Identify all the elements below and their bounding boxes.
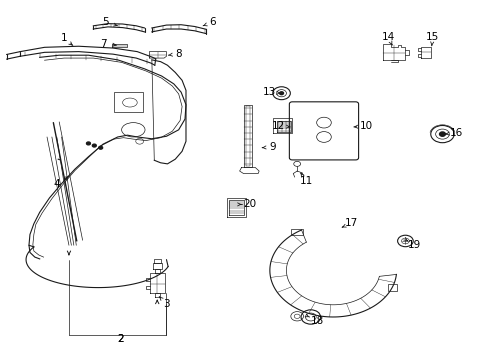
Text: 10: 10 (359, 121, 372, 131)
Text: 15: 15 (425, 32, 438, 42)
Circle shape (86, 142, 90, 145)
Text: 2: 2 (117, 333, 123, 343)
Text: 12: 12 (271, 121, 285, 131)
Text: 14: 14 (381, 32, 394, 42)
Circle shape (439, 132, 445, 136)
Circle shape (279, 92, 283, 95)
Text: 11: 11 (299, 176, 312, 186)
Text: 13: 13 (263, 87, 276, 97)
Text: 20: 20 (243, 199, 255, 210)
Text: 3: 3 (163, 299, 169, 309)
Text: 6: 6 (209, 17, 216, 27)
Text: 4: 4 (53, 179, 60, 189)
Text: 9: 9 (269, 142, 276, 152)
Text: 5: 5 (102, 17, 109, 27)
Text: 17: 17 (345, 218, 358, 228)
Text: 18: 18 (310, 316, 324, 325)
Text: 2: 2 (117, 333, 123, 343)
Bar (114, 92, 143, 112)
Circle shape (99, 146, 102, 149)
Text: 1: 1 (61, 33, 67, 43)
Circle shape (92, 144, 96, 147)
Text: 8: 8 (175, 49, 182, 59)
Text: 7: 7 (100, 39, 106, 49)
Text: 19: 19 (407, 240, 420, 250)
Text: 16: 16 (449, 128, 462, 138)
